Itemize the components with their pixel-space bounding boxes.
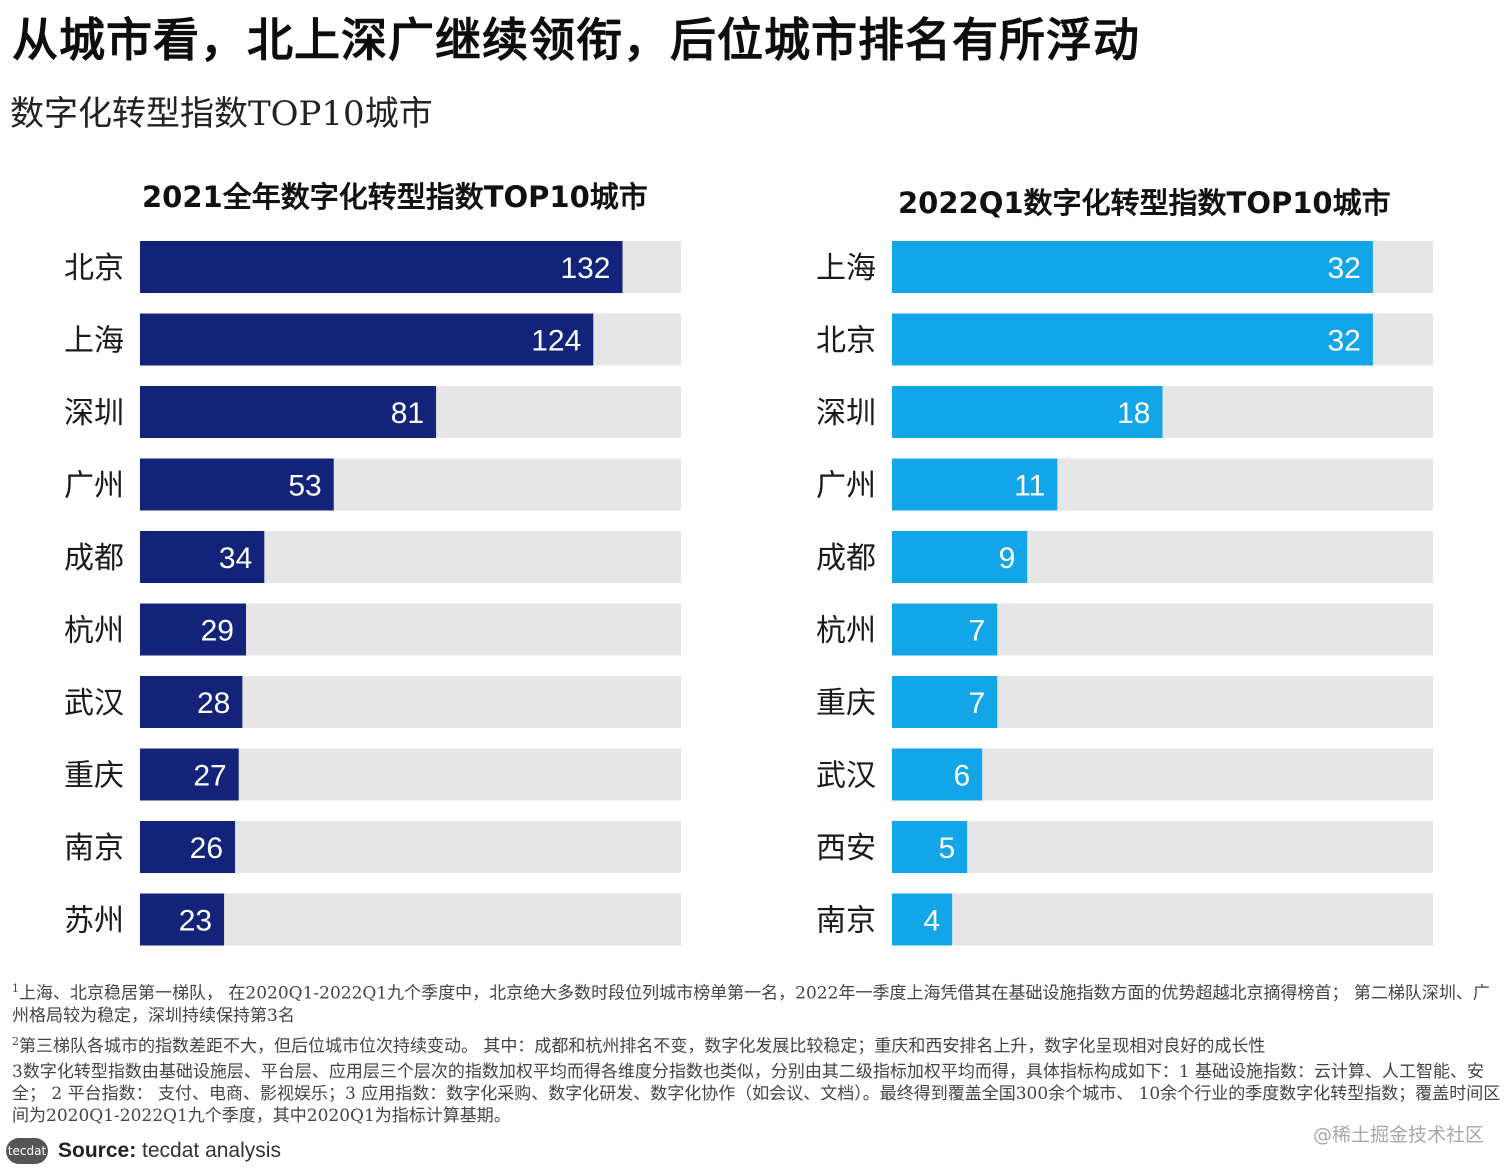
source-label: Source: [58, 1139, 137, 1162]
right-category-label-4: 成都 [816, 541, 876, 576]
left-value-label-3: 53 [288, 470, 321, 503]
left-value-label-1: 124 [531, 325, 581, 358]
left-chart-title: 2021全年数字化转型指数TOP10城市 [142, 180, 648, 214]
footnote-2: 2第三梯队各城市的指数差距不大，但后位城市位次持续变动。 其中：成都和杭州排名不… [12, 1031, 1504, 1058]
right-category-label-2: 深圳 [816, 396, 876, 431]
footnote-1-text: 上海、北京稳居第一梯队， 在2020Q1-2022Q1九个季度中，北京绝大多数时… [12, 983, 1490, 1026]
right-bar-0 [892, 241, 1373, 293]
footnote-2-mark: 2 [12, 1034, 19, 1048]
right-value-label-6: 7 [969, 687, 986, 720]
left-value-label-9: 23 [179, 905, 212, 938]
right-track-8 [892, 821, 1433, 873]
right-value-label-9: 4 [923, 905, 940, 938]
source-line: tecdat Source: tecdat analysis [6, 1136, 281, 1166]
left-category-label-7: 重庆 [64, 759, 124, 794]
left-category-label-1: 上海 [64, 324, 124, 359]
right-value-label-1: 32 [1328, 325, 1361, 358]
right-value-label-0: 32 [1328, 252, 1361, 285]
right-value-label-2: 18 [1117, 397, 1150, 430]
right-bar-7 [892, 748, 983, 801]
right-value-label-5: 7 [969, 615, 986, 648]
right-category-label-8: 西安 [816, 831, 876, 866]
left-category-label-8: 南京 [64, 831, 124, 866]
page-subtitle: 数字化转型指数TOP10城市 [10, 94, 433, 134]
right-bar-1 [892, 313, 1373, 366]
right-value-label-7: 6 [953, 760, 970, 793]
left-category-label-6: 武汉 [64, 686, 124, 721]
left-category-label-4: 成都 [64, 541, 124, 576]
left-category-label-9: 苏州 [64, 904, 124, 939]
right-bar-5 [892, 603, 998, 656]
source-value: tecdat analysis [142, 1139, 281, 1162]
left-value-label-8: 26 [190, 832, 223, 865]
left-value-label-7: 27 [193, 760, 226, 793]
left-bar-7 [140, 748, 239, 801]
left-value-label-5: 29 [201, 615, 234, 648]
right-category-label-7: 武汉 [816, 759, 876, 794]
right-bar-2 [892, 386, 1163, 438]
left-category-label-0: 北京 [64, 251, 124, 286]
right-bar-8 [892, 821, 968, 873]
right-bar-9 [892, 893, 953, 946]
right-category-label-9: 南京 [816, 904, 876, 939]
right-track-7 [892, 748, 1433, 801]
right-category-label-1: 北京 [816, 324, 876, 359]
left-bar-3 [140, 458, 334, 511]
page-title: 从城市看，北上深广继续领衔，后位城市排名有所浮动 [12, 13, 1140, 67]
left-value-label-4: 34 [219, 542, 252, 575]
left-value-label-2: 81 [391, 397, 424, 430]
right-bar-6 [892, 676, 998, 728]
right-track-9 [892, 893, 1433, 946]
right-value-label-4: 9 [999, 542, 1016, 575]
watermark: @稀土掘金技术社区 [1312, 1124, 1484, 1146]
footnotes: 1上海、北京稳居第一梯队， 在2020Q1-2022Q1九个季度中，北京绝大多数… [12, 978, 1504, 1131]
left-bar-2 [140, 386, 437, 438]
footnote-1: 1上海、北京稳居第一梯队， 在2020Q1-2022Q1九个季度中，北京绝大多数… [12, 978, 1504, 1027]
left-category-label-5: 杭州 [64, 614, 124, 649]
tecdat-logo: tecdat [6, 1138, 48, 1164]
footnote-1-mark: 1 [12, 982, 19, 995]
left-bar-9 [140, 893, 225, 946]
left-bar-chart: 北京 132 上海 124 深圳 81 广州 53 成都 34 杭州 29 武汉 28 重庆 27 南京 26 苏州… [64, 241, 681, 946]
right-value-label-8: 5 [938, 832, 955, 865]
right-bar-3 [892, 458, 1058, 511]
footnote-3: 3数字化转型指数由基础设施层、平台层、应用层三个层次的指数加权平均而得各维度分指… [12, 1061, 1504, 1127]
left-bar-4 [140, 531, 265, 583]
right-bar-chart: 上海 32 北京 32 深圳 18 广州 11 成都 9 杭州 7 重庆 7 武汉 6 西安 5 南京 4 [816, 241, 1433, 946]
left-category-label-2: 深圳 [64, 396, 124, 431]
left-bar-8 [140, 821, 236, 873]
right-bar-4 [892, 531, 1028, 583]
left-bar-0 [140, 241, 623, 293]
left-bar-6 [140, 676, 243, 728]
left-track-9 [140, 893, 681, 946]
right-category-label-3: 广州 [816, 469, 876, 504]
right-chart-title: 2022Q1数字化转型指数TOP10城市 [898, 186, 1391, 220]
left-value-label-6: 28 [197, 687, 230, 720]
right-category-label-6: 重庆 [816, 686, 876, 721]
left-bar-1 [140, 313, 594, 366]
left-bar-5 [140, 603, 247, 656]
footnote-3-text: 3数字化转型指数由基础设施层、平台层、应用层三个层次的指数加权平均而得各维度分指… [12, 1062, 1501, 1127]
right-category-label-5: 杭州 [816, 614, 876, 649]
source-text: Source: tecdat analysis [58, 1139, 281, 1163]
left-value-label-0: 132 [560, 252, 610, 285]
left-category-label-3: 广州 [64, 469, 124, 504]
footnote-2-text: 第三梯队各城市的指数差距不大，但后位城市位次持续变动。 其中：成都和杭州排名不变… [19, 1036, 1266, 1057]
right-value-label-3: 11 [1014, 470, 1045, 503]
right-category-label-0: 上海 [816, 251, 876, 286]
